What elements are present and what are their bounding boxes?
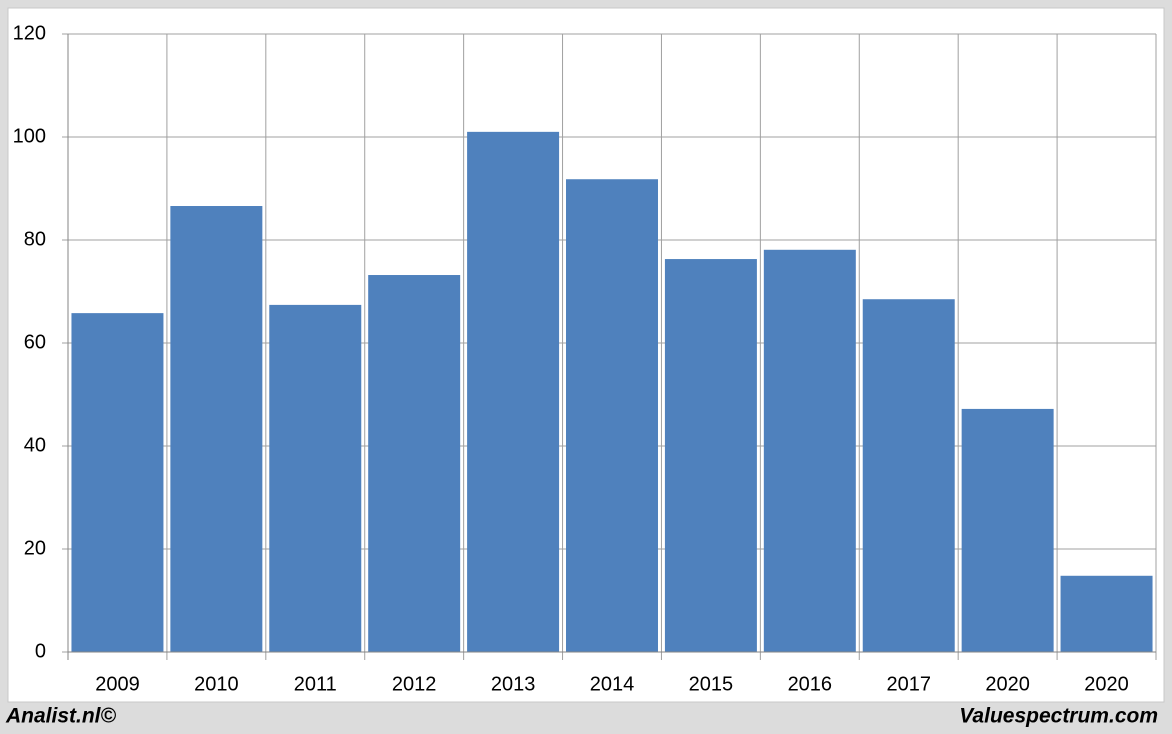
y-tick-label: 100 [13, 125, 46, 147]
y-tick-label: 60 [24, 331, 46, 353]
x-tick-label: 2020 [985, 673, 1030, 695]
x-tick-label: 2013 [491, 673, 536, 695]
bar [763, 249, 856, 652]
x-tick-label: 2012 [392, 673, 437, 695]
bar [368, 275, 461, 652]
x-tick-label: 2017 [886, 673, 931, 695]
bar [862, 299, 955, 652]
y-tick-label: 80 [24, 228, 46, 250]
credit-right: Valuespectrum.com [959, 705, 1158, 728]
y-tick-label: 120 [13, 22, 46, 44]
x-tick-label: 2015 [689, 673, 734, 695]
x-tick-label: 2020 [1084, 673, 1129, 695]
x-tick-label: 2010 [194, 673, 239, 695]
bar [269, 304, 362, 652]
y-tick-label: 40 [24, 434, 46, 456]
credit-left: Analist.nl© [5, 705, 117, 728]
bar [664, 259, 757, 652]
y-tick-label: 0 [35, 640, 46, 662]
bar [170, 206, 263, 652]
x-tick-label: 2011 [294, 673, 337, 695]
bar [961, 408, 1054, 652]
bar [1060, 575, 1153, 652]
x-tick-label: 2016 [788, 673, 833, 695]
x-tick-label: 2009 [95, 673, 140, 695]
bar [467, 131, 560, 653]
bar [566, 179, 658, 653]
y-tick-label: 20 [24, 537, 46, 559]
x-tick-label: 2014 [590, 673, 635, 695]
bar [71, 313, 164, 652]
